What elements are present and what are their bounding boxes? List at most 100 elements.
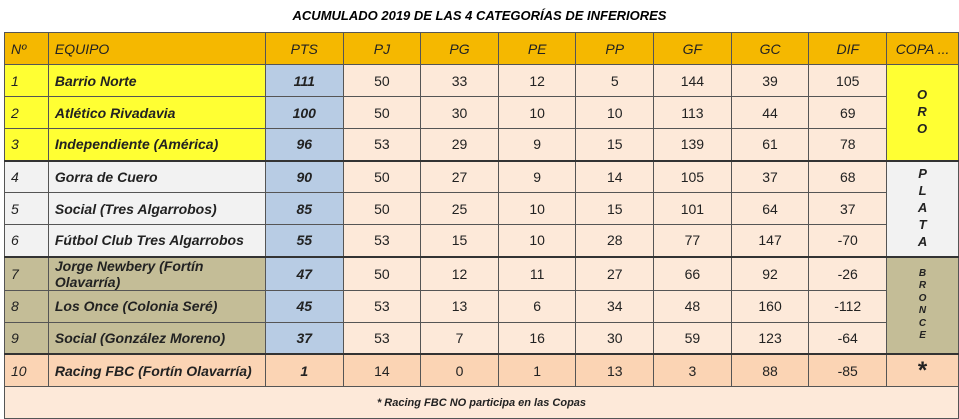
row-team: Social (González Moreno) xyxy=(47,321,266,355)
header-gc: GC xyxy=(730,32,810,65)
row-dif: -85 xyxy=(808,353,888,388)
cup-letter: B xyxy=(918,267,927,279)
row-team: Los Once (Colonia Seré) xyxy=(47,289,266,323)
table-row: 5 Social (Tres Algarrobos) 85 50 25 10 15 101 64… xyxy=(4,192,959,225)
row-gc: 37 xyxy=(730,159,810,193)
row-pts: 111 xyxy=(264,64,344,97)
table-row: 6 Fútbol Club Tres Algarrobos 55 53 15 10 28 77… xyxy=(4,224,959,257)
row-pg: 25 xyxy=(420,192,499,225)
row-pe: 6 xyxy=(497,289,577,323)
row-pg: 27 xyxy=(420,159,499,193)
row-pj: 50 xyxy=(342,159,422,193)
row-team: Social (Tres Algarrobos) xyxy=(47,192,266,225)
footnote: * Racing FBC NO participa en las Copas xyxy=(4,386,959,419)
row-pj: 50 xyxy=(342,255,422,291)
row-pj: 50 xyxy=(342,192,422,225)
row-pp: 30 xyxy=(575,321,655,355)
cup-letter: N xyxy=(918,305,927,317)
row-gc: 123 xyxy=(730,321,810,355)
row-pts: 55 xyxy=(264,224,344,257)
row-pts: 96 xyxy=(264,128,344,161)
header-pos: Nº xyxy=(4,32,49,65)
table-row: 7 Jorge Newbery (Fortín Olavarría) 47 50 12 1… xyxy=(4,255,959,355)
header-dif: DIF xyxy=(808,32,888,65)
row-gf: 59 xyxy=(653,321,732,355)
row-dif: -112 xyxy=(808,289,888,323)
row-pp: 5 xyxy=(575,64,655,97)
header-pg: PG xyxy=(420,32,499,65)
row-pos: 2 xyxy=(4,96,49,129)
table-row: 2 Atlético Rivadavia 100 50 30 10 10 113 44 69 xyxy=(4,96,959,129)
row-pj: 53 xyxy=(342,224,422,257)
row-pos: 5 xyxy=(4,192,49,225)
row-pe: 9 xyxy=(497,159,577,193)
row-gc: 92 xyxy=(730,255,810,291)
row-pts: 45 xyxy=(264,289,344,323)
table-row: 9 Social (González Moreno) 37 53 7 16 30 59 123-… xyxy=(4,321,959,355)
row-gf: 113 xyxy=(653,96,732,129)
row-team: Jorge Newbery (Fortín Olavarría) xyxy=(47,255,266,291)
row-dif: 105 xyxy=(808,64,888,97)
row-gf: 66 xyxy=(653,255,732,291)
row-pos: 6 xyxy=(4,224,49,257)
row-pp: 27 xyxy=(575,255,655,291)
table-row: 4 Gorra de Cuero 90 50 27 9 14 105 37 68 P L A T A xyxy=(4,159,959,257)
row-gc: 61 xyxy=(730,128,810,161)
row-pj: 50 xyxy=(342,96,422,129)
row-pe: 10 xyxy=(497,96,577,129)
row-pos: 1 xyxy=(4,64,49,97)
row-pg: 15 xyxy=(420,224,499,257)
row-dif: 69 xyxy=(808,96,888,129)
row-pg: 12 xyxy=(420,255,499,291)
header-gf: GF xyxy=(653,32,732,65)
row-gc: 64 xyxy=(730,192,810,225)
row-pj: 53 xyxy=(342,128,422,161)
row-pos: 9 xyxy=(4,321,49,355)
row-gc: 88 xyxy=(730,353,810,388)
cup-letter: O xyxy=(916,86,929,102)
row-pp: 15 xyxy=(575,192,655,225)
header-team: EQUIPO xyxy=(47,32,266,65)
row-team: Racing FBC (Fortín Olavarría) xyxy=(47,353,266,388)
row-gf: 144 xyxy=(653,64,732,97)
row-pp: 34 xyxy=(575,289,655,323)
row-dif: -64 xyxy=(808,321,888,355)
row-gf: 77 xyxy=(653,224,732,257)
row-pts: 1 xyxy=(264,353,344,388)
row-gc: 160 xyxy=(730,289,810,323)
row-pos: 7 xyxy=(4,255,49,291)
header-row: Nº EQUIPO PTS PJ PG PE PP GF GC DIF COPA… xyxy=(4,32,959,65)
row-gf: 101 xyxy=(653,192,732,225)
row-pe: 9 xyxy=(497,128,577,161)
row-pp: 28 xyxy=(575,224,655,257)
row-pe: 16 xyxy=(497,321,577,355)
row-pe: 11 xyxy=(497,255,577,291)
row-pe: 12 xyxy=(497,64,577,97)
row-pg: 30 xyxy=(420,96,499,129)
cup-letter: R xyxy=(917,103,928,119)
cup-letter: O xyxy=(918,292,927,304)
footnote-row: * Racing FBC NO participa en las Copas xyxy=(4,386,959,419)
header-copa: COPA ... xyxy=(886,32,959,65)
row-dif: -26 xyxy=(808,255,888,291)
row-pos: 3 xyxy=(4,128,49,161)
cup-letter: O xyxy=(916,120,929,136)
row-pos: 8 xyxy=(4,289,49,323)
row-pts: 37 xyxy=(264,321,344,355)
table-row: 10 Racing FBC (Fortín Olavarría) 1 14 0 1 13 3 8… xyxy=(4,353,959,388)
row-team: Barrio Norte xyxy=(47,64,266,97)
row-pg: 29 xyxy=(420,128,499,161)
row-pj: 14 xyxy=(342,353,422,388)
row-pe: 1 xyxy=(497,353,577,388)
cup-letter: T xyxy=(918,216,927,232)
row-pp: 14 xyxy=(575,159,655,193)
row-pj: 53 xyxy=(342,289,422,323)
row-pp: 13 xyxy=(575,353,655,388)
table-title: ACUMULADO 2019 DE LAS 4 CATEGORÍAS DE IN… xyxy=(292,8,667,23)
row-gf: 105 xyxy=(653,159,732,193)
header-pe: PE xyxy=(497,32,577,65)
row-team: Gorra de Cuero xyxy=(47,159,266,193)
row-pts: 100 xyxy=(264,96,344,129)
